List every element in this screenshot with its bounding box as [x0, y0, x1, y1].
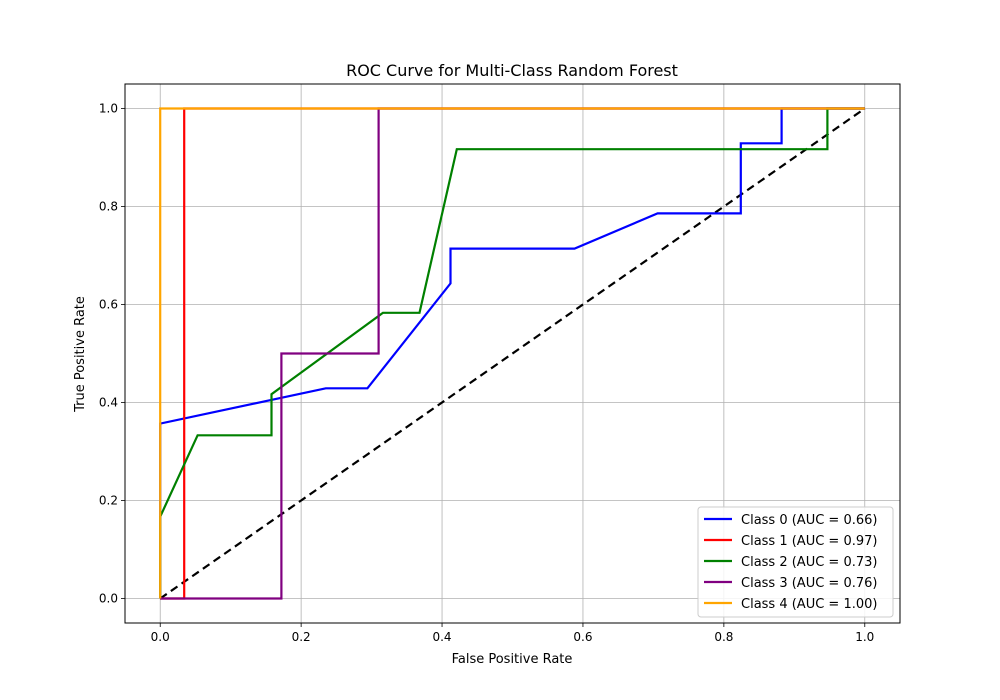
y-tick-label: 0.0 [99, 592, 118, 606]
y-tick-label: 0.4 [99, 396, 118, 410]
x-tick-label: 0.2 [292, 630, 311, 644]
legend-entry: Class 1 (AUC = 0.97) [741, 534, 877, 549]
roc-curve-class-0 [159, 107, 865, 599]
y-tick-label: 1.0 [99, 102, 118, 116]
legend-entry: Class 2 (AUC = 0.73) [741, 555, 877, 570]
x-tick-label: 0.0 [151, 630, 170, 644]
y-tick-label: 0.2 [99, 494, 118, 508]
axis-ticks: 0.0 0.2 0.4 0.6 0.8 1.0 0.0 0.2 0.4 0.6 0.8 1.0 [99, 102, 874, 645]
x-tick-label: 0.8 [714, 630, 733, 644]
roc-curve-class-4 [159, 107, 865, 599]
legend: Class 0 (AUC = 0.66) Class 1 (AUC = 0.97)… [697, 506, 894, 618]
chart-title: ROC Curve for Multi-Class Random Forest [346, 61, 678, 80]
legend-entry: Class 3 (AUC = 0.76) [741, 576, 877, 591]
y-tick-label: 0.6 [99, 298, 118, 312]
x-tick-label: 0.6 [573, 630, 592, 644]
y-tick-label: 0.8 [99, 200, 118, 214]
y-axis-label: True Positive Rate [73, 296, 88, 413]
legend-entry: Class 0 (AUC = 0.66) [741, 513, 877, 528]
x-tick-label: 1.0 [855, 630, 874, 644]
reference-diagonal [159, 107, 866, 600]
x-axis-label: False Positive Rate [452, 652, 573, 667]
x-tick-label: 0.4 [432, 630, 451, 644]
legend-entry: Class 4 (AUC = 1.00) [741, 597, 877, 612]
legend-box [697, 506, 894, 618]
roc-curve-class-2 [159, 107, 865, 599]
chance-line [159, 107, 866, 600]
series-lines [159, 107, 865, 600]
plot-frame [124, 83, 901, 624]
